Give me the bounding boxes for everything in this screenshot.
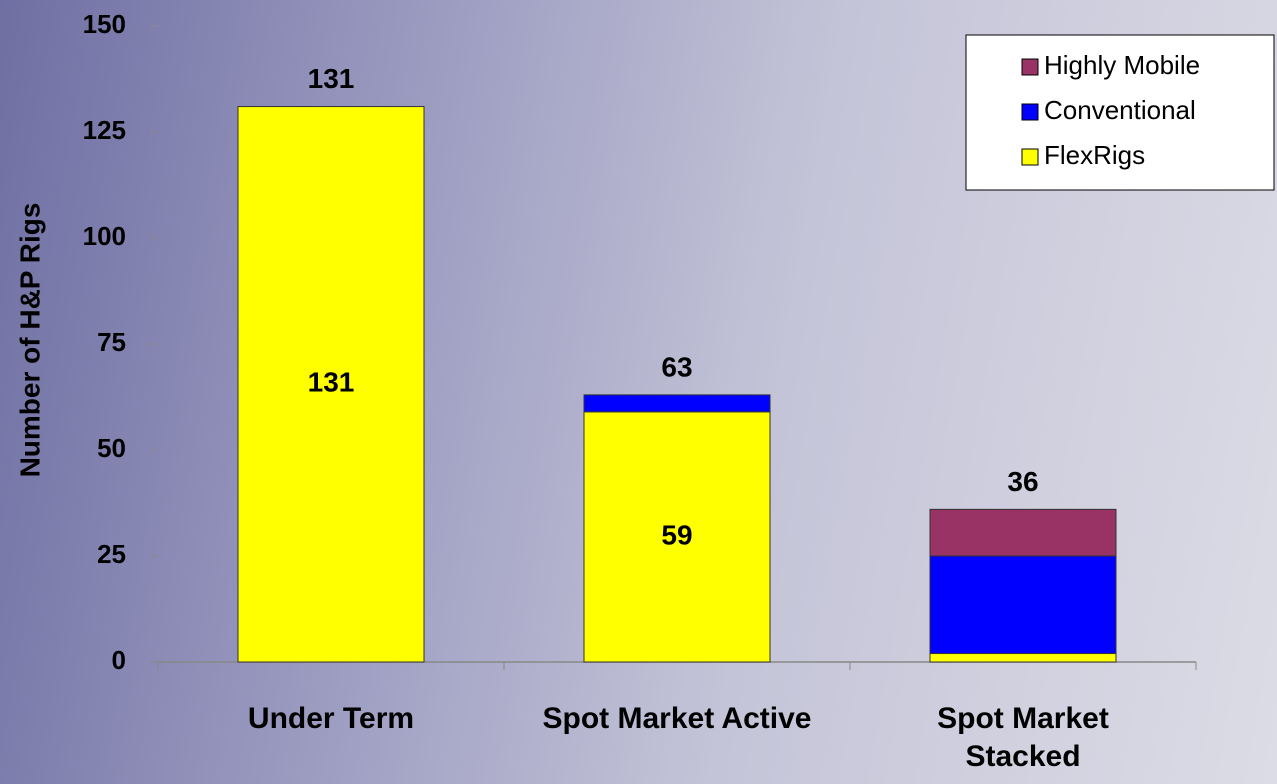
x-tick-label: Spot Market Stacked <box>888 700 1158 776</box>
legend-label: FlexRigs <box>1044 140 1145 170</box>
legend-swatch <box>1022 104 1038 120</box>
bar-segment <box>584 395 770 412</box>
y-tick-label: 150 <box>83 9 126 39</box>
y-tick-label: 75 <box>97 327 126 357</box>
y-tick-label: 25 <box>97 539 126 569</box>
total-label: 131 <box>308 63 355 94</box>
legend-swatch <box>1022 149 1038 165</box>
page: Number of H&P Rigs 0 25 50 75 100 125 150 131 13… <box>0 0 1277 784</box>
bar-segment <box>930 509 1116 556</box>
data-label: 131 <box>308 367 355 398</box>
data-label: 59 <box>661 519 692 550</box>
x-tick-label: Under Term <box>196 700 466 738</box>
bar-segment <box>930 654 1116 662</box>
bar-segment <box>930 556 1116 654</box>
y-tick-label: 125 <box>83 115 126 145</box>
legend-label: Highly Mobile <box>1044 50 1200 80</box>
chart: Number of H&P Rigs 0 25 50 75 100 125 150 131 13… <box>0 0 1277 784</box>
legend-label: Conventional <box>1044 95 1196 125</box>
legend-swatch <box>1022 59 1038 75</box>
y-tick-label: 0 <box>112 645 126 675</box>
x-tick-label: Spot Market Active <box>542 700 812 738</box>
y-tick-label: 50 <box>97 433 126 463</box>
y-axis-label: Number of H&P Rigs <box>14 203 45 478</box>
total-label: 63 <box>661 351 692 382</box>
y-tick-label: 100 <box>83 221 126 251</box>
total-label: 36 <box>1007 466 1038 497</box>
